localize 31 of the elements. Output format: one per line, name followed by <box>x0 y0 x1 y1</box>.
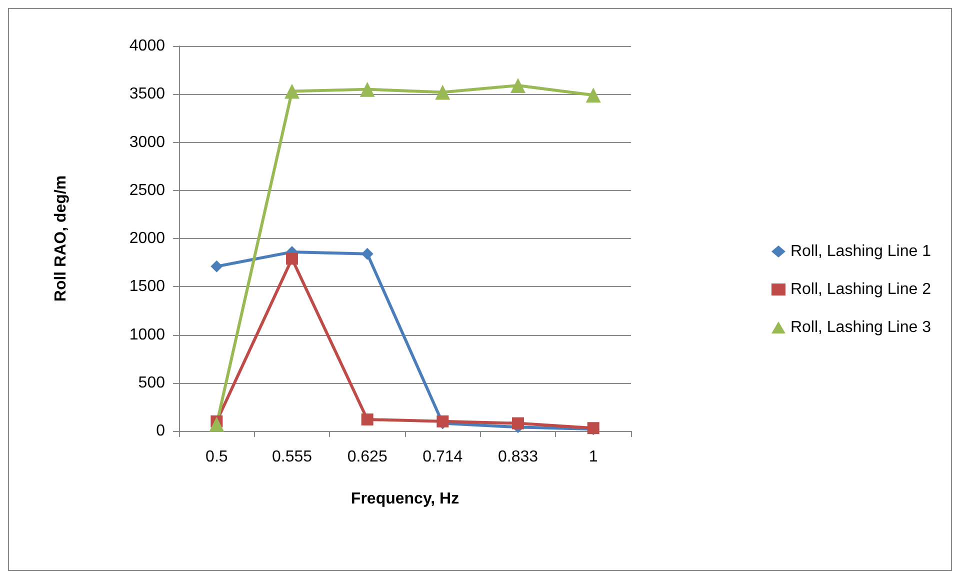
x-tick-label: 0.5 <box>206 448 228 466</box>
legend-label: Roll, Lashing Line 2 <box>790 281 932 298</box>
point <box>210 260 223 272</box>
x-tick-label: 0.833 <box>498 448 538 466</box>
point <box>286 252 298 265</box>
y-tick-label: 0 <box>156 422 166 440</box>
y-tick-label: 2500 <box>129 182 166 199</box>
point <box>510 78 526 93</box>
y-tick-label: 2000 <box>129 230 166 247</box>
point <box>360 82 375 97</box>
x-tick-label: 0.714 <box>422 448 463 466</box>
x-tick-label: 0.555 <box>272 448 312 466</box>
point <box>361 248 374 260</box>
y-axis-title: Roll RAO, deg/m <box>52 175 70 302</box>
y-tick-label: 3500 <box>129 86 166 103</box>
point <box>209 416 224 432</box>
point <box>284 84 300 99</box>
point <box>361 413 374 426</box>
x-axis-title: Frequency, Hz <box>350 490 460 508</box>
legend-label: Roll, Lashing Line 3 <box>790 319 932 336</box>
y-tick-label: 4000 <box>129 38 166 54</box>
x-tick-label: 1 <box>588 448 598 466</box>
y-tick-label: 3000 <box>129 134 166 151</box>
point <box>586 88 601 103</box>
y-tick-label: 1500 <box>129 278 166 296</box>
x-tick-label: 0.625 <box>347 448 388 466</box>
y-tick-label: 500 <box>138 374 166 392</box>
point <box>435 84 450 100</box>
legend-label: Roll, Lashing Line 1 <box>790 243 932 260</box>
point <box>512 417 524 430</box>
y-tick-label: 1000 <box>129 326 166 344</box>
